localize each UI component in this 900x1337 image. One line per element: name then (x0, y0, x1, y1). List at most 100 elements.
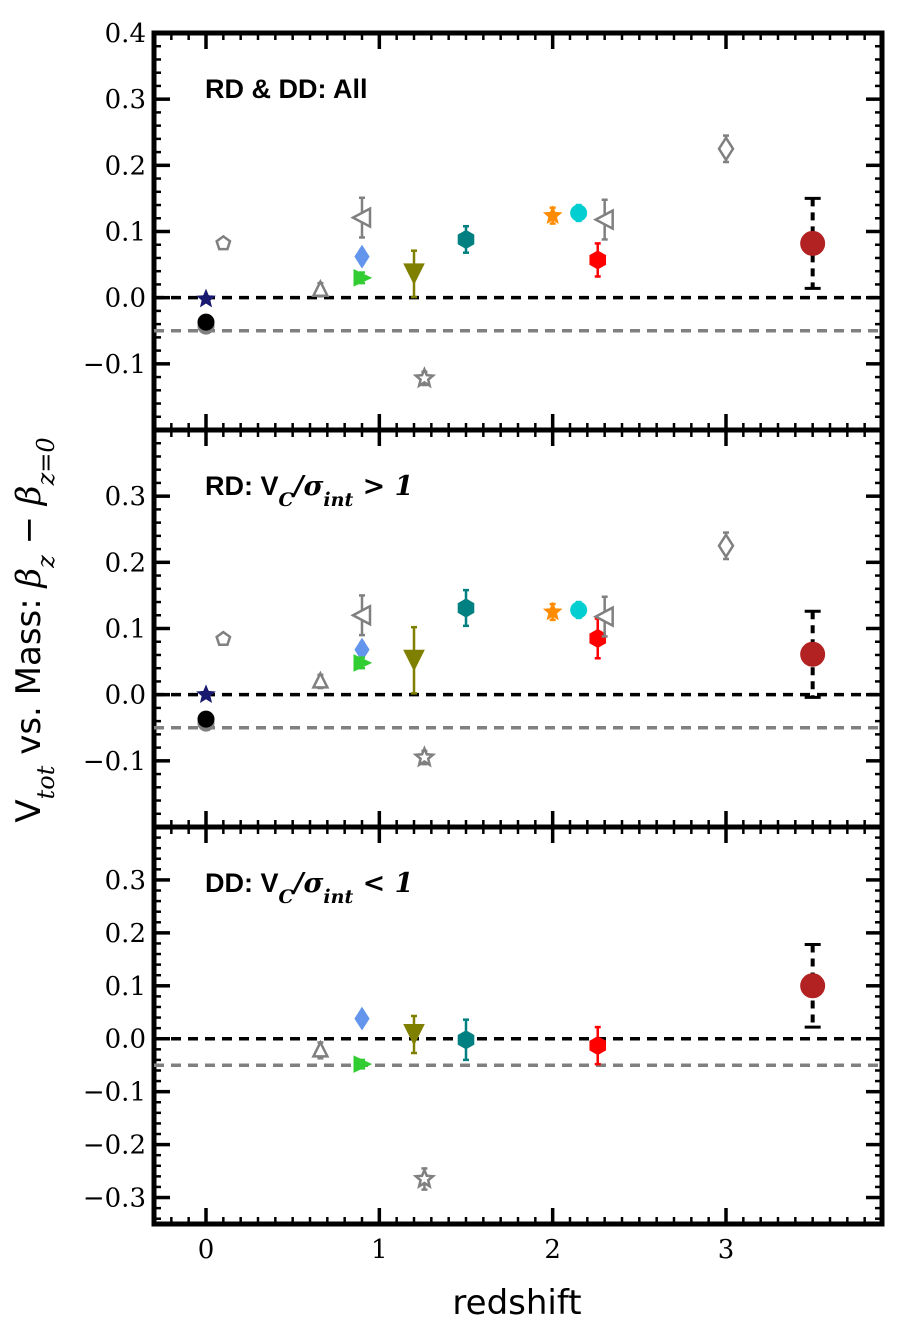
triangle-down-marker (403, 1023, 425, 1046)
triangle-left-marker (350, 604, 372, 627)
y-tick-label: −0.1 (83, 1078, 146, 1108)
hexagon-marker (457, 1030, 475, 1050)
data-point (353, 654, 373, 672)
data-point (403, 625, 425, 695)
triangle-up-marker (311, 1039, 330, 1058)
data-point (412, 366, 437, 389)
x-tick-label: 3 (718, 1235, 735, 1265)
data-point (403, 1014, 425, 1055)
triangle-left-marker (592, 605, 614, 628)
triangle-up-marker (311, 670, 330, 689)
y-tick-label: −0.1 (83, 350, 146, 380)
pentagon-marker (215, 234, 232, 251)
circle-marker (800, 973, 826, 999)
data-point (589, 242, 607, 278)
data-point (457, 1018, 475, 1062)
y-tick-label: 0.1 (105, 972, 146, 1002)
y-tick-label: 0.2 (105, 548, 146, 578)
y-tick-label: 0.1 (105, 615, 146, 645)
data-point (215, 234, 232, 251)
triangle-up-marker (311, 278, 330, 297)
y-tick-label: −0.1 (83, 747, 146, 777)
triangle-right-marker (353, 269, 373, 287)
data-point (800, 196, 826, 290)
y-tick-label: 0.1 (105, 218, 146, 248)
diamond-marker (354, 1006, 370, 1031)
y-tick-label: −0.3 (83, 1184, 146, 1214)
data-point (412, 1166, 437, 1191)
data-point (717, 531, 735, 561)
triangle-left-marker (592, 208, 614, 231)
diamond-marker (717, 532, 735, 560)
star-marker (412, 745, 437, 768)
diamond-marker (717, 135, 735, 163)
data-point (354, 244, 370, 269)
data-point (592, 198, 614, 241)
star-marker (542, 601, 563, 621)
diamond-marker (354, 244, 370, 269)
star-marker (412, 1166, 437, 1189)
data-point (542, 601, 563, 622)
y-tick-label: 0.2 (105, 919, 146, 949)
y-axis-title: Vtot vs. Mass: βz − βz=0 (9, 437, 60, 822)
star-marker (196, 288, 216, 308)
y-tick-label: 0.0 (105, 1025, 146, 1055)
pentagon-marker (215, 630, 232, 646)
panel-title: RD & DD: All (205, 74, 368, 104)
hexagon-marker (589, 250, 607, 270)
data-point (412, 745, 437, 768)
data-point (197, 710, 215, 728)
hexagon-marker (589, 628, 607, 648)
circle-marker (800, 641, 826, 667)
data-point (457, 588, 475, 628)
star-marker (412, 366, 437, 389)
x-tick-label: 2 (544, 1235, 561, 1265)
data-point (350, 196, 372, 239)
data-point (353, 1055, 373, 1073)
panel-dd: −0.3 −0.2 −0.1 0.0 0.1 0.2 0.3 DD: VC/σint < 1 (83, 824, 885, 1227)
triangle-left-marker (350, 206, 372, 229)
data-point (353, 269, 373, 287)
star-marker (196, 684, 216, 704)
panel-title: DD: VC/σint < 1 (205, 868, 413, 908)
data-point (800, 609, 826, 699)
data-point (589, 617, 607, 660)
x-tick-label: 0 (198, 1235, 215, 1265)
data-point (592, 595, 614, 638)
panels-group: −0.1 0.0 0.1 0.2 0.3 0.4 RD & DD: All −0.1 0.0 0.… (83, 19, 885, 1265)
triangle-down-marker (403, 649, 425, 672)
x-axis-title: redshift (452, 1283, 581, 1323)
y-tick-label: 0.0 (105, 284, 146, 314)
y-tick-label: 0.3 (105, 482, 146, 512)
circle-marker (570, 601, 588, 619)
data-point (196, 288, 216, 308)
circle-marker (197, 313, 215, 331)
y-tick-label: −0.2 (83, 1131, 146, 1161)
data-point (311, 278, 330, 298)
circle-marker (800, 230, 826, 256)
data-point (403, 249, 425, 299)
circle-marker (197, 710, 215, 728)
data-point (311, 1039, 330, 1060)
y-tick-label: 0.0 (105, 681, 146, 711)
panel-all: −0.1 0.0 0.1 0.2 0.3 0.4 RD & DD: All (83, 19, 885, 433)
data-point (354, 637, 370, 662)
data-point (570, 600, 588, 620)
data-point (457, 224, 475, 254)
data-point (197, 313, 215, 331)
hexagon-marker (589, 1036, 607, 1056)
panel-rd: −0.1 0.0 0.1 0.2 0.3 RD: VC/σint > 1 (83, 427, 885, 830)
y-tick-label: 0.3 (105, 866, 146, 896)
triangle-down-marker (403, 263, 425, 285)
data-point (215, 630, 232, 646)
x-tick-label: 1 (371, 1235, 388, 1265)
triangle-right-marker (353, 654, 373, 672)
triangle-right-marker (353, 1055, 373, 1073)
data-point (350, 594, 372, 637)
y-tick-label: 0.3 (105, 85, 146, 115)
data-point (311, 670, 330, 690)
panel-title: RD: VC/σint > 1 (205, 471, 413, 511)
data-point (800, 943, 826, 1029)
data-point (717, 134, 735, 164)
